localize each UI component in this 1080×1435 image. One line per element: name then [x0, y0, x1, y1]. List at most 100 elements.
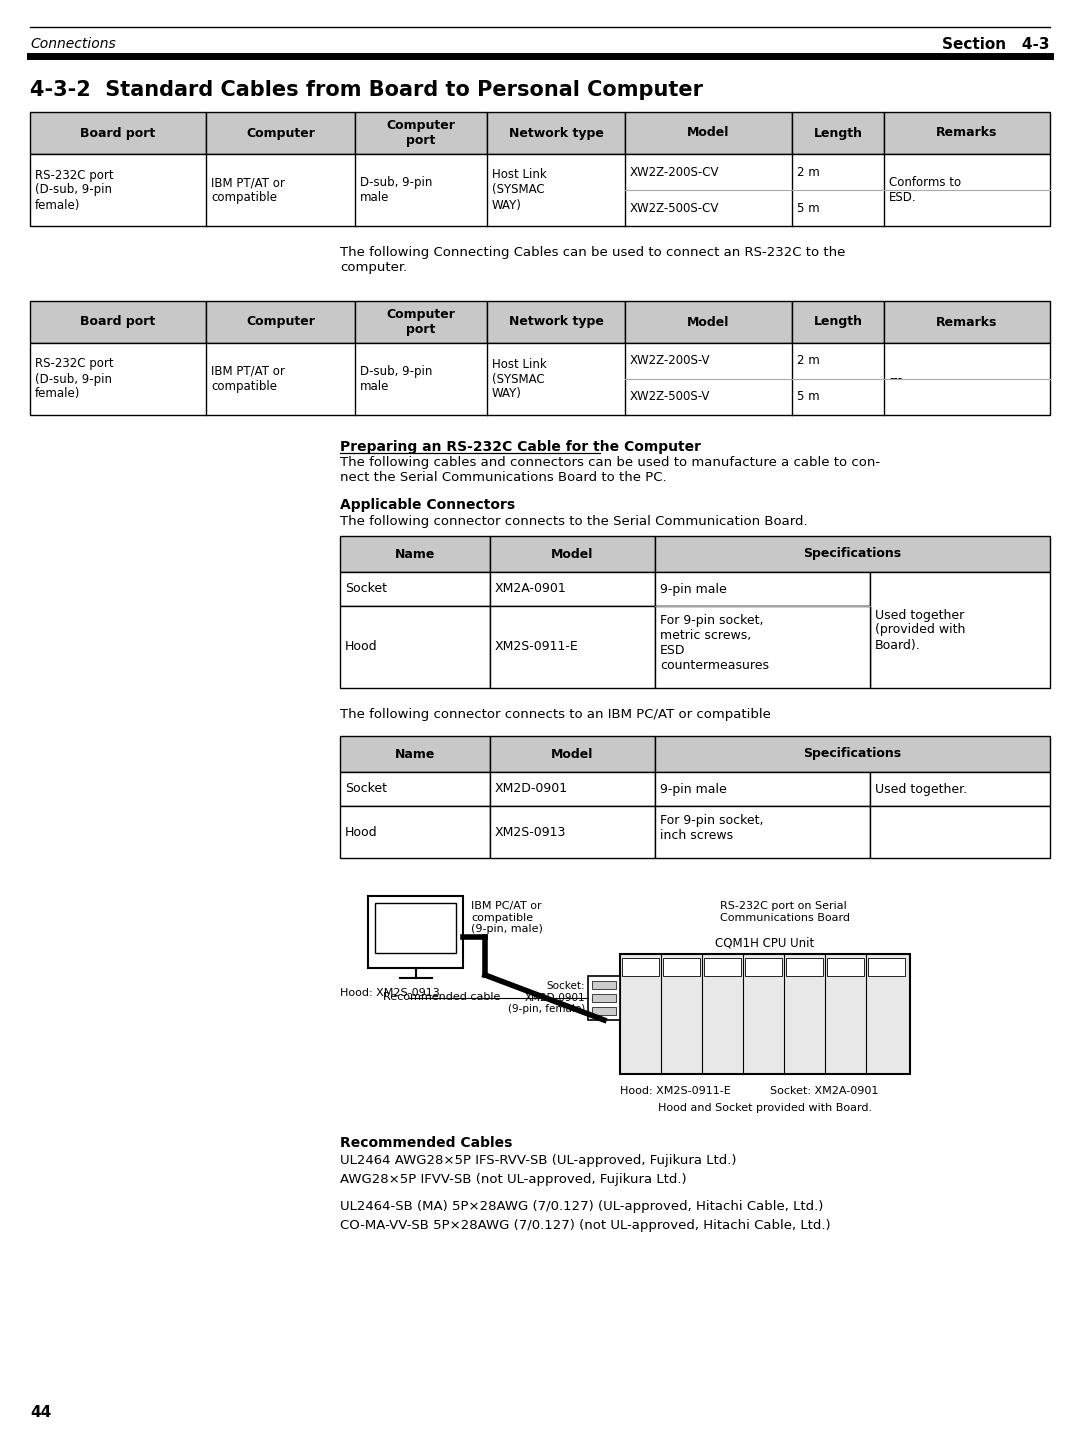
Bar [625, 301, 792, 343]
Bar [654, 573, 870, 606]
Text: Socket: XM2A-0901: Socket: XM2A-0901 [770, 1086, 878, 1096]
Bar [368, 895, 463, 969]
Text: Used together.: Used together. [875, 782, 967, 795]
Bar [340, 537, 490, 573]
Bar [355, 112, 487, 154]
Bar [487, 301, 625, 343]
Text: UL2464 AWG28×5P IFS-RVV-SB (UL-approved, Fujikura Ltd.): UL2464 AWG28×5P IFS-RVV-SB (UL-approved,… [340, 1154, 737, 1167]
Bar [654, 537, 1050, 573]
Text: CO-MA-VV-SB 5P×28AWG (7/0.127) (not UL-approved, Hitachi Cable, Ltd.): CO-MA-VV-SB 5P×28AWG (7/0.127) (not UL-a… [340, 1218, 831, 1233]
Bar [340, 736, 490, 772]
Bar [625, 112, 792, 154]
Text: 2 m: 2 m [797, 354, 820, 367]
Text: Network type: Network type [509, 126, 604, 139]
Text: 4-3-2  Standard Cables from Board to Personal Computer: 4-3-2 Standard Cables from Board to Pers… [30, 80, 703, 100]
Text: Name: Name [395, 548, 435, 561]
Bar [340, 806, 490, 858]
Bar [490, 806, 654, 858]
Text: RS-232C port
(D-sub, 9-pin
female): RS-232C port (D-sub, 9-pin female) [35, 357, 113, 400]
Text: CQM1H CPU Unit: CQM1H CPU Unit [715, 937, 814, 950]
Bar [745, 959, 782, 976]
Text: XW2Z-200S-CV: XW2Z-200S-CV [630, 165, 719, 178]
Text: RS-232C port
(D-sub, 9-pin
female): RS-232C port (D-sub, 9-pin female) [35, 168, 113, 211]
Text: Length: Length [813, 126, 863, 139]
Text: XW2Z-500S-V: XW2Z-500S-V [630, 390, 711, 403]
Bar [620, 954, 910, 1073]
Text: IBM PC/AT or
compatible
(9-pin, male): IBM PC/AT or compatible (9-pin, male) [471, 901, 543, 934]
Text: Hood: XM2S-0911-E: Hood: XM2S-0911-E [620, 1086, 731, 1096]
Bar [30, 301, 206, 343]
Text: Remarks: Remarks [936, 316, 998, 329]
Text: Board port: Board port [80, 126, 156, 139]
Text: Model: Model [551, 548, 594, 561]
Text: Computer
port: Computer port [387, 309, 456, 336]
Bar [592, 1007, 616, 1015]
Text: Computer: Computer [246, 126, 315, 139]
Bar [30, 112, 206, 154]
Text: Used together
(provided with
Board).: Used together (provided with Board). [875, 608, 966, 651]
Bar [490, 606, 654, 687]
Text: XM2S-0911-E: XM2S-0911-E [495, 640, 579, 653]
Bar [870, 772, 1050, 806]
Text: Board port: Board port [80, 316, 156, 329]
Text: Applicable Connectors: Applicable Connectors [340, 498, 515, 512]
Text: Remarks: Remarks [936, 126, 998, 139]
Bar [792, 112, 885, 154]
Bar [490, 736, 654, 772]
Bar [654, 736, 1050, 772]
Text: Section   4-3: Section 4-3 [943, 37, 1050, 52]
Bar [868, 959, 905, 976]
Bar [654, 806, 870, 858]
Text: XW2Z-500S-CV: XW2Z-500S-CV [630, 201, 719, 214]
Bar [592, 982, 616, 989]
Text: Hood: Hood [345, 640, 378, 653]
Bar [663, 959, 700, 976]
Bar [654, 772, 870, 806]
Bar [827, 959, 864, 976]
Text: The following connector connects to the Serial Communication Board.: The following connector connects to the … [340, 515, 808, 528]
Text: 5 m: 5 m [797, 390, 820, 403]
Bar [30, 154, 1050, 225]
Bar [792, 301, 885, 343]
Bar [355, 301, 487, 343]
Text: The following Connecting Cables can be used to connect an RS-232C to the
compute: The following Connecting Cables can be u… [340, 245, 846, 274]
Text: Host Link
(SYSMAC
WAY): Host Link (SYSMAC WAY) [492, 357, 546, 400]
Text: UL2464-SB (MA) 5P×28AWG (7/0.127) (UL-approved, Hitachi Cable, Ltd.): UL2464-SB (MA) 5P×28AWG (7/0.127) (UL-ap… [340, 1200, 823, 1213]
Text: Specifications: Specifications [804, 748, 902, 761]
Text: Hood: XM2S-0913: Hood: XM2S-0913 [340, 989, 440, 997]
Text: ---: --- [889, 373, 902, 386]
Bar [206, 301, 355, 343]
Bar [588, 976, 620, 1020]
Text: Model: Model [687, 316, 730, 329]
Text: For 9-pin socket,
inch screws: For 9-pin socket, inch screws [660, 814, 764, 842]
Text: Model: Model [687, 126, 730, 139]
Bar [786, 959, 823, 976]
Bar [206, 112, 355, 154]
Text: The following cables and connectors can be used to manufacture a cable to con-
n: The following cables and connectors can … [340, 456, 880, 484]
Text: Conforms to
ESD.: Conforms to ESD. [889, 177, 961, 204]
Text: XM2S-0913: XM2S-0913 [495, 825, 566, 838]
Bar [592, 994, 616, 1002]
Bar [487, 112, 625, 154]
Text: Socket:
XM2D-0901
(9-pin, female): Socket: XM2D-0901 (9-pin, female) [508, 982, 585, 1015]
Bar [704, 959, 741, 976]
Bar [870, 806, 1050, 858]
Text: Host Link
(SYSMAC
WAY): Host Link (SYSMAC WAY) [492, 168, 546, 211]
Text: 9-pin male: 9-pin male [660, 782, 727, 795]
Bar [622, 959, 659, 976]
Text: RS-232C port on Serial
Communications Board: RS-232C port on Serial Communications Bo… [720, 901, 850, 923]
Text: For 9-pin socket,
metric screws,
ESD
countermeasures: For 9-pin socket, metric screws, ESD cou… [660, 614, 769, 672]
Bar [30, 343, 1050, 415]
Bar [340, 573, 490, 606]
Text: 44: 44 [30, 1405, 51, 1421]
Text: Recommended Cables: Recommended Cables [340, 1137, 512, 1149]
Bar [490, 772, 654, 806]
Bar [885, 112, 1050, 154]
Text: 9-pin male: 9-pin male [660, 583, 727, 596]
Text: Length: Length [813, 316, 863, 329]
Text: Socket: Socket [345, 782, 387, 795]
Text: 2 m: 2 m [797, 165, 820, 178]
Text: XM2D-0901: XM2D-0901 [495, 782, 568, 795]
Text: 5 m: 5 m [797, 201, 820, 214]
Text: Specifications: Specifications [804, 548, 902, 561]
